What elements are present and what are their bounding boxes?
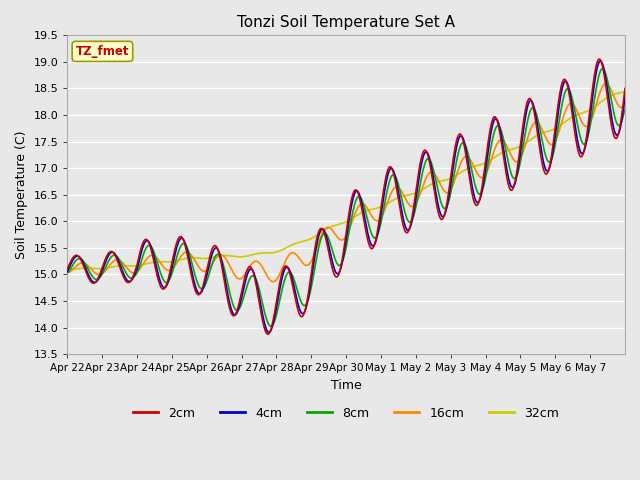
- X-axis label: Time: Time: [331, 379, 362, 392]
- Y-axis label: Soil Temperature (C): Soil Temperature (C): [15, 131, 28, 259]
- Text: TZ_fmet: TZ_fmet: [76, 45, 129, 58]
- Title: Tonzi Soil Temperature Set A: Tonzi Soil Temperature Set A: [237, 15, 455, 30]
- Legend: 2cm, 4cm, 8cm, 16cm, 32cm: 2cm, 4cm, 8cm, 16cm, 32cm: [128, 402, 564, 425]
